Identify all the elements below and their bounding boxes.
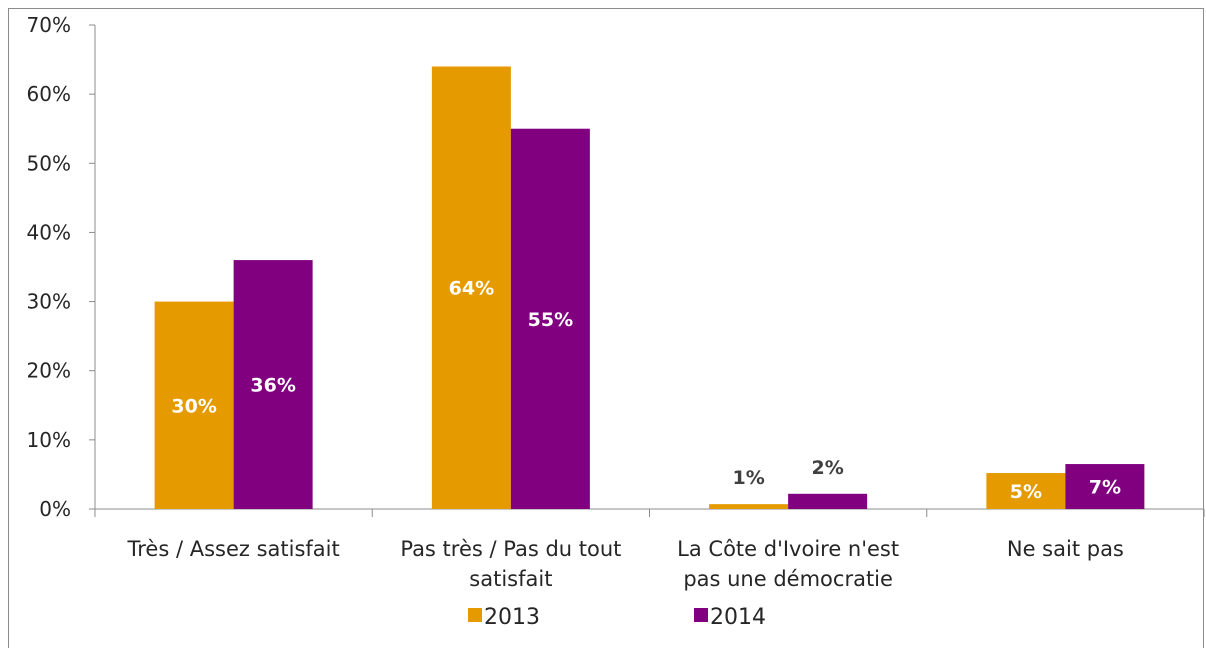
y-tick-label: 70%: [27, 13, 71, 37]
bar-2014: [233, 260, 313, 509]
data-label: 1%: [732, 467, 764, 489]
y-tick-label: 0%: [39, 497, 71, 521]
y-tick-label: 20%: [27, 359, 71, 383]
bar-2014: [510, 128, 590, 509]
bar-2014: [1065, 464, 1145, 509]
data-label: 5%: [1010, 481, 1042, 503]
legend-swatch-2014: [694, 608, 708, 622]
data-label: 2%: [811, 457, 843, 479]
data-label: 64%: [449, 278, 494, 300]
y-tick-label: 40%: [27, 220, 71, 244]
bar-2013: [709, 504, 789, 509]
y-tick-label: 60%: [27, 82, 71, 106]
legend: 2013 2014: [468, 605, 766, 630]
legend-label: 2014: [710, 605, 766, 630]
data-label: 55%: [528, 309, 573, 331]
category-label: Très / Assez satisfait: [127, 537, 340, 561]
bar-2013: [154, 301, 234, 509]
y-tick-label: 10%: [27, 428, 71, 452]
y-tick-label: 50%: [27, 151, 71, 175]
bar-chart: 0% 10% 20% 30% 40% 50% 60% 70% Très / Assez sati…: [27, 13, 1205, 630]
data-labels: 30% 64% 1% 5% 36% 55% 2% 7%: [171, 278, 1121, 503]
bar-2013: [431, 66, 511, 509]
legend-label: 2013: [484, 605, 540, 630]
category-label: Ne sait pas: [1007, 537, 1124, 561]
bar-2013: [986, 473, 1066, 509]
category-label: Pas très / Pas du tout: [400, 537, 621, 561]
y-tick-label: 30%: [27, 290, 71, 314]
data-label: 30%: [171, 395, 216, 417]
bar-2014: [788, 493, 868, 509]
bars: [154, 66, 1145, 509]
legend-swatch-2013: [468, 608, 482, 622]
category-label: La Côte d'Ivoire n'est: [677, 537, 899, 561]
data-label: 7%: [1089, 477, 1121, 499]
axes: 0% 10% 20% 30% 40% 50% 60% 70% Très / Assez sati…: [27, 13, 1205, 591]
category-label: pas une démocratie: [683, 567, 893, 591]
chart-frame: [8, 8, 1204, 648]
category-label: satisfait: [469, 567, 552, 591]
data-label: 36%: [250, 375, 295, 397]
